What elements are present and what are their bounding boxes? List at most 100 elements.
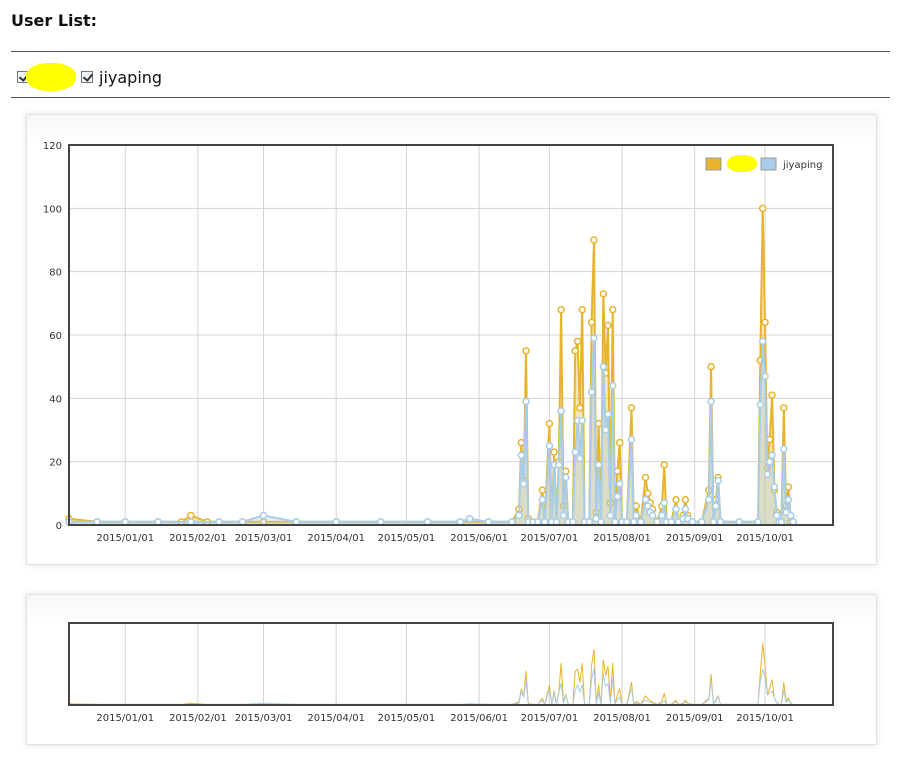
data-point[interactable]	[423, 518, 432, 526]
data-point[interactable]	[641, 473, 650, 482]
data-point[interactable]	[789, 518, 797, 526]
data-point[interactable]	[688, 518, 697, 526]
data-point[interactable]	[576, 454, 584, 463]
data-point[interactable]	[515, 511, 523, 520]
data-point[interactable]	[538, 495, 547, 504]
data-point[interactable]	[787, 511, 795, 520]
data-point[interactable]	[571, 347, 579, 355]
data-point[interactable]	[594, 461, 603, 469]
data-point[interactable]	[611, 518, 619, 526]
data-point[interactable]	[658, 511, 666, 520]
data-point[interactable]	[555, 461, 563, 469]
data-point[interactable]	[522, 347, 530, 355]
data-point[interactable]	[705, 495, 713, 504]
data-point[interactable]	[578, 305, 586, 314]
data-point[interactable]	[672, 505, 680, 513]
data-point[interactable]	[599, 362, 608, 371]
data-point[interactable]	[590, 236, 598, 244]
data-point[interactable]	[716, 518, 725, 526]
data-point[interactable]	[707, 397, 715, 406]
data-point[interactable]	[709, 518, 718, 526]
data-point[interactable]	[604, 410, 612, 418]
data-point[interactable]	[465, 514, 474, 523]
data-point[interactable]	[623, 518, 631, 526]
data-point[interactable]	[761, 318, 769, 327]
data-point[interactable]	[672, 495, 680, 504]
data-point[interactable]	[562, 467, 570, 475]
data-point[interactable]	[259, 511, 268, 520]
data-point[interactable]	[519, 480, 528, 488]
user-checkbox-jiyaping[interactable]	[81, 71, 93, 83]
data-point[interactable]	[557, 305, 565, 314]
data-point[interactable]	[615, 480, 624, 488]
data-point[interactable]	[601, 426, 610, 434]
data-point[interactable]	[707, 362, 715, 371]
data-point[interactable]	[615, 438, 624, 447]
data-point[interactable]	[630, 518, 638, 526]
data-point[interactable]	[508, 518, 516, 526]
data-point[interactable]	[768, 451, 776, 460]
data-point[interactable]	[768, 391, 776, 399]
data-point[interactable]	[578, 416, 586, 425]
data-point[interactable]	[562, 473, 570, 482]
data-point[interactable]	[545, 442, 554, 450]
data-point[interactable]	[557, 407, 565, 415]
data-point[interactable]	[765, 435, 774, 444]
data-point[interactable]	[545, 419, 554, 428]
data-point[interactable]	[571, 448, 579, 456]
data-point[interactable]	[681, 505, 690, 513]
data-point[interactable]	[632, 511, 640, 520]
data-point[interactable]	[613, 492, 622, 501]
data-point[interactable]	[238, 518, 247, 526]
data-point[interactable]	[660, 499, 669, 507]
data-point[interactable]	[756, 400, 765, 409]
data-point[interactable]	[644, 502, 652, 510]
data-point[interactable]	[784, 495, 793, 504]
data-point[interactable]	[777, 518, 786, 526]
data-point[interactable]	[698, 518, 706, 526]
data-point[interactable]	[540, 518, 549, 526]
data-point[interactable]	[637, 518, 645, 526]
data-point[interactable]	[215, 518, 223, 526]
data-point[interactable]	[681, 495, 690, 504]
data-point[interactable]	[606, 511, 615, 520]
data-point[interactable]	[735, 518, 744, 526]
data-point[interactable]	[587, 388, 596, 396]
data-point[interactable]	[765, 457, 774, 466]
data-point[interactable]	[773, 511, 781, 520]
data-point[interactable]	[292, 518, 301, 526]
main-chart[interactable]: 0 20 40 60 80 100 120 2015/01/01 2015/02/01 2015/…	[27, 115, 876, 564]
data-point[interactable]	[590, 334, 598, 342]
data-point[interactable]	[644, 489, 652, 498]
data-point[interactable]	[187, 518, 195, 526]
data-point[interactable]	[538, 486, 547, 494]
data-point[interactable]	[780, 404, 788, 412]
data-point[interactable]	[552, 518, 561, 526]
data-point[interactable]	[587, 318, 596, 327]
data-point[interactable]	[599, 290, 608, 298]
data-point[interactable]	[784, 483, 793, 491]
data-point[interactable]	[604, 321, 612, 330]
data-point[interactable]	[594, 419, 603, 428]
data-point[interactable]	[517, 438, 526, 447]
data-point[interactable]	[608, 381, 617, 390]
data-point[interactable]	[660, 461, 669, 469]
data-point[interactable]	[517, 451, 526, 460]
data-point[interactable]	[484, 518, 493, 526]
data-point[interactable]	[121, 518, 129, 526]
data-point[interactable]	[667, 518, 676, 526]
data-point[interactable]	[712, 502, 720, 510]
overview-chart[interactable]: 2015/01/01 2015/02/01 2015/03/01 2015/04/01…	[27, 595, 876, 744]
data-point[interactable]	[763, 470, 772, 479]
data-point[interactable]	[550, 448, 558, 456]
data-point[interactable]	[770, 483, 779, 491]
data-point[interactable]	[648, 511, 657, 520]
data-point[interactable]	[754, 518, 762, 526]
data-point[interactable]	[780, 445, 788, 453]
data-point[interactable]	[187, 511, 195, 520]
data-point[interactable]	[761, 372, 769, 380]
data-point[interactable]	[627, 435, 636, 444]
data-point[interactable]	[332, 518, 340, 526]
data-point[interactable]	[154, 518, 162, 526]
data-point[interactable]	[758, 337, 767, 346]
